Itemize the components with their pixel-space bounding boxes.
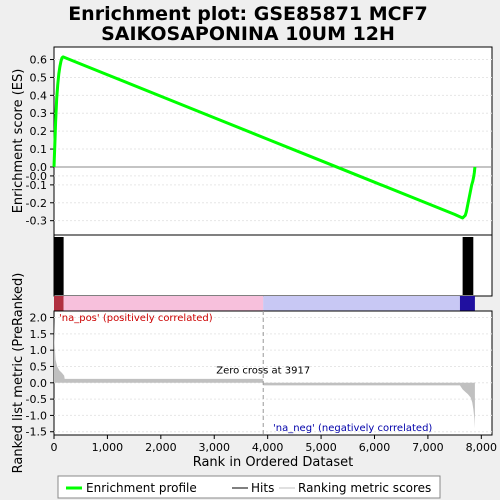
legend-es-label: Enrichment profile (86, 481, 197, 495)
negative-correlation-label: 'na_neg' (negatively correlated) (273, 423, 432, 434)
rank-ytick-label: -1.5 (26, 426, 47, 439)
rank-y-ticks: 2.0 1.5 1.0 0.5 0.0 -0.5 -1.0 -1.5 (26, 312, 54, 439)
es-y-ticks: 0.6 0.5 0.4 0.3 0.2 0.1 0.0-0.0-0.1 -0.2 -0.3 (26, 54, 54, 228)
enrichment-profile-line (52, 55, 477, 220)
es-ytick-label: -0.3 (26, 215, 47, 228)
rank-ytick-label: -1.0 (26, 409, 47, 422)
x-tick-label: 7,000 (412, 441, 444, 454)
chart-title-line1: Enrichment plot: GSE85871 MCF7 (68, 3, 428, 25)
zero-cross-label: Zero cross at 3917 (216, 366, 310, 377)
legend (57, 475, 441, 499)
rank-ytick-label: 0.5 (30, 360, 48, 373)
rank-ytick-label: -0.5 (26, 393, 47, 406)
color-bar-segment (263, 296, 460, 311)
hits-negative-band (462, 237, 474, 295)
rank-metric-panel (53, 310, 493, 436)
rank-gridlines (54, 317, 492, 433)
es-ytick-label: -0.0 (26, 170, 47, 183)
rank-ytick-label: 0.0 (30, 377, 48, 390)
es-ytick-label: 0.0 (30, 161, 48, 174)
rank-ytick-label: 2.0 (30, 312, 48, 325)
x-axis-ticks: 0 1,000 2,000 3,000 4,000 5,000 6,000 7,000 8,00… (51, 435, 498, 454)
rank-color-bar (54, 296, 475, 311)
es-ytick-label: -0.1 (26, 179, 47, 192)
x-tick-label: 2,000 (145, 441, 177, 454)
chart-title-line2: SAIKOSAPONINA 10UM 12H (101, 23, 395, 45)
es-ytick-label: 0.5 (30, 71, 48, 84)
color-bar-segment (459, 296, 475, 311)
legend-metric-label: Ranking metric scores (298, 481, 431, 495)
rank-ytick-label: 1.0 (30, 344, 48, 357)
x-tick-label: 1,000 (92, 441, 124, 454)
color-bar-segment (54, 296, 64, 311)
es-ytick-label: -0.2 (26, 197, 47, 210)
x-tick-label: 4,000 (252, 441, 284, 454)
x-tick-label: 5,000 (305, 441, 337, 454)
x-tick-label: 0 (51, 441, 58, 454)
es-y-axis-label: Enrichment score (ES) (11, 69, 26, 214)
rank-y-axis-label: Ranked list metric (PreRanked) (11, 273, 26, 474)
es-ytick-label: 0.3 (30, 107, 48, 120)
es-ytick-label: 0.4 (30, 89, 48, 102)
x-tick-label: 3,000 (198, 441, 230, 454)
hits-panel (53, 234, 493, 297)
rank-ytick-label: 1.5 (30, 328, 48, 341)
es-ytick-label: 0.2 (30, 125, 48, 138)
x-tick-label: 6,000 (359, 441, 391, 454)
positive-correlation-label: 'na_pos' (positively correlated) (59, 313, 213, 324)
color-bar-segment (63, 296, 264, 311)
legend-hits-label: Hits (251, 481, 274, 495)
es-ytick-label: 0.1 (30, 143, 48, 156)
hits-positive-band (54, 237, 64, 295)
es-ytick-label: 0.6 (30, 54, 48, 67)
x-tick-label: 8,000 (466, 441, 498, 454)
x-axis-label: Rank in Ordered Dataset (193, 455, 354, 470)
